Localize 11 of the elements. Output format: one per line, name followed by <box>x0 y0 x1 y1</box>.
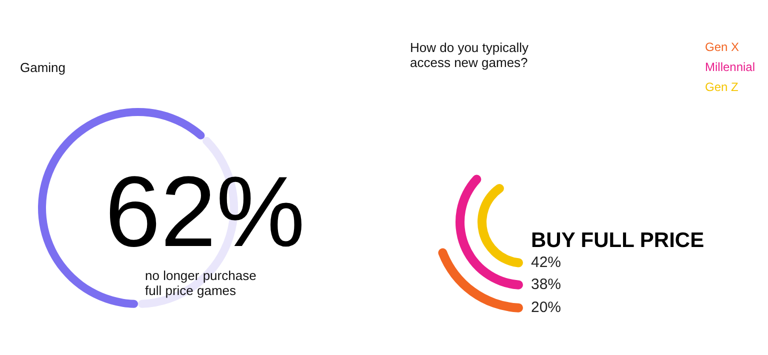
data-label: 38% <box>531 276 562 293</box>
legend-label: Millennial <box>705 60 756 74</box>
data-label: 20% <box>531 299 562 316</box>
text: no longer purchase full price games <box>145 268 256 298</box>
category-label: BUY FULL PRICE <box>531 229 704 252</box>
text: 62% <box>104 156 306 268</box>
chart-title: Gaming <box>20 60 66 75</box>
data-label: 42% <box>531 254 562 271</box>
legend-label: Gen Z <box>705 80 738 94</box>
text: How do you typically access new games? <box>410 40 529 70</box>
legend-label: Gen X <box>705 40 740 54</box>
